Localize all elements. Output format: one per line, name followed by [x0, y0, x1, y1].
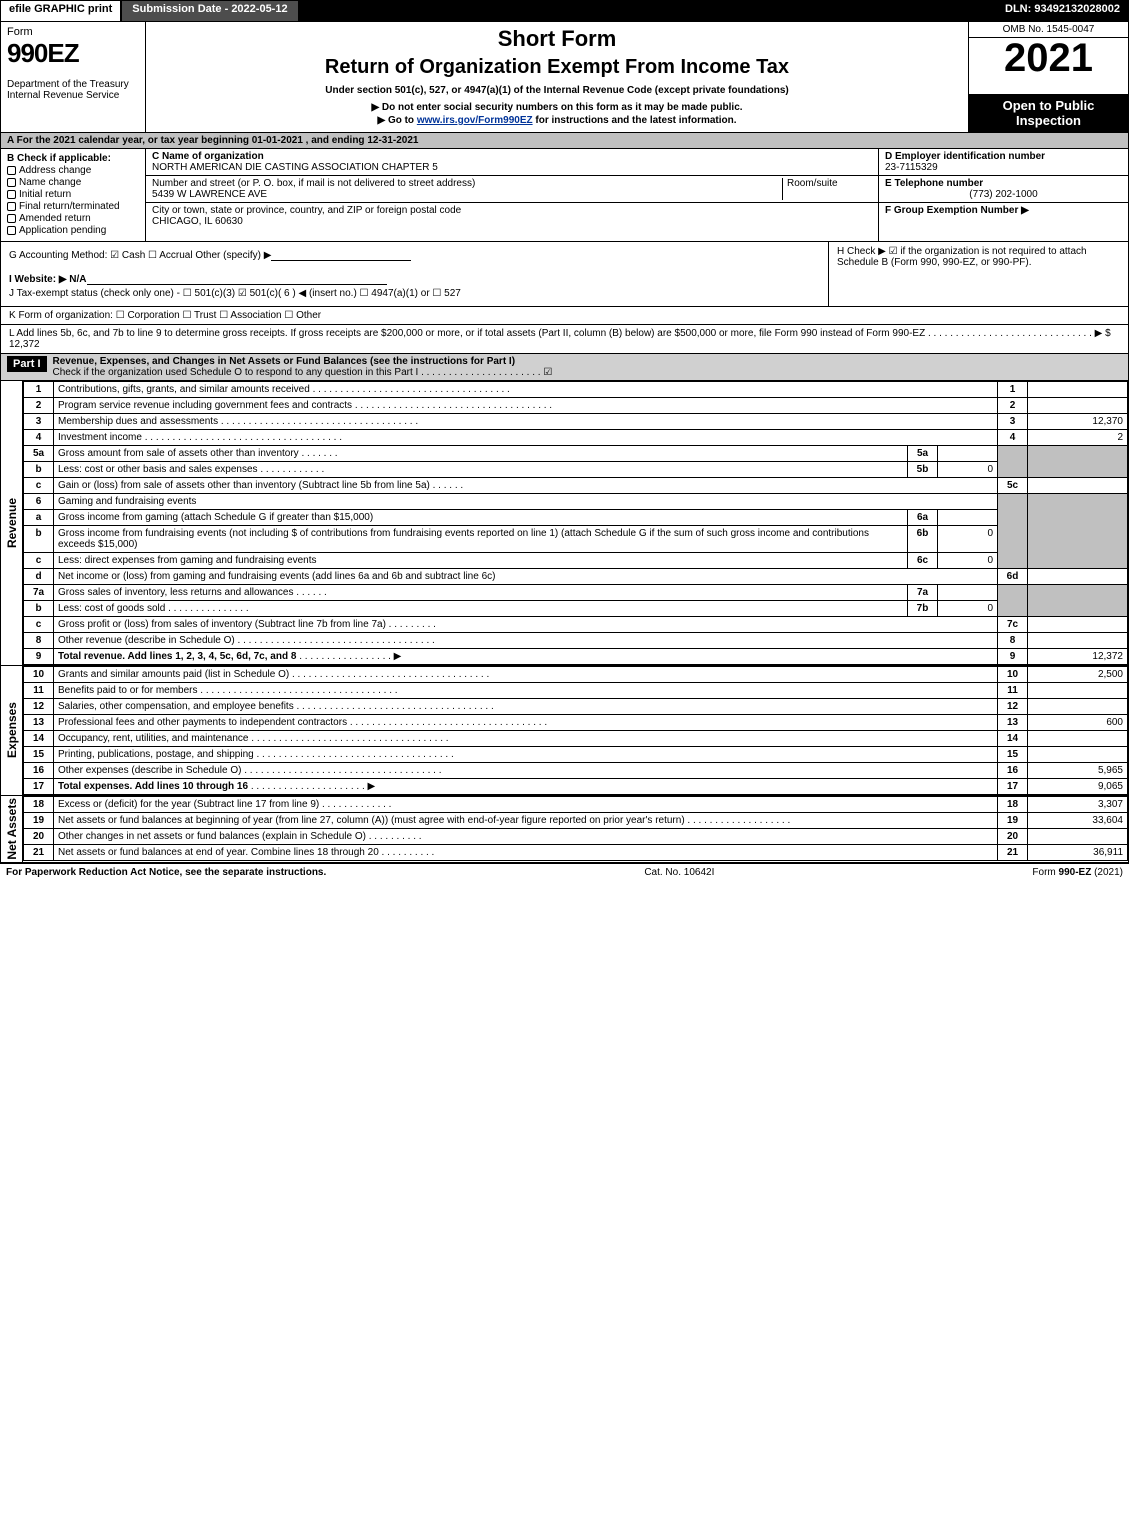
line-l: L Add lines 5b, 6c, and 7b to line 9 to …: [0, 325, 1129, 354]
revenue-side-label: Revenue: [3, 496, 21, 550]
department-label: Department of the Treasury Internal Reve…: [7, 79, 139, 101]
irs-link[interactable]: www.irs.gov/Form990EZ: [417, 115, 533, 126]
e-label: E Telephone number: [885, 178, 983, 189]
instruction-2: ▶ Go to www.irs.gov/Form990EZ for instru…: [154, 115, 960, 126]
section-c: C Name of organizationNORTH AMERICAN DIE…: [146, 149, 878, 241]
line-g: G Accounting Method: ☑ Cash ☐ Accrual Ot…: [9, 250, 271, 261]
footer-left: For Paperwork Reduction Act Notice, see …: [6, 867, 326, 878]
chk-address-change[interactable]: Address change: [7, 165, 139, 176]
part-i-title: Revenue, Expenses, and Changes in Net As…: [53, 356, 516, 367]
org-city: CHICAGO, IL 60630: [152, 216, 243, 227]
chk-application-pending[interactable]: Application pending: [7, 225, 139, 236]
subtitle: Under section 501(c), 527, or 4947(a)(1)…: [154, 85, 960, 96]
dln-label: DLN: 93492132028002: [997, 1, 1128, 21]
line-i: I Website: ▶ N/A: [9, 274, 87, 285]
form-number: 990EZ: [7, 38, 139, 69]
inspection-label: Open to Public Inspection: [969, 94, 1128, 132]
form-title: Return of Organization Exempt From Incom…: [154, 56, 960, 79]
form-header: Form 990EZ Department of the Treasury In…: [0, 22, 1129, 133]
instruction-1: ▶ Do not enter social security numbers o…: [154, 102, 960, 113]
net-assets-section: Net Assets 18Excess or (deficit) for the…: [0, 796, 1129, 863]
ein: 23-7115329: [885, 162, 938, 173]
f-label: F Group Exemption Number ▶: [885, 205, 1029, 216]
chk-name-change[interactable]: Name change: [7, 177, 139, 188]
c-addr-label: Number and street (or P. O. box, if mail…: [152, 178, 475, 189]
room-label: Room/suite: [787, 178, 838, 189]
g-h-i-j-block: G Accounting Method: ☑ Cash ☐ Accrual Ot…: [0, 242, 1129, 307]
line-k: K Form of organization: ☐ Corporation ☐ …: [0, 307, 1129, 325]
revenue-section: Revenue 1Contributions, gifts, grants, a…: [0, 381, 1129, 666]
identification-block: B Check if applicable: Address change Na…: [0, 149, 1129, 242]
footer-right: Form 990-EZ (2021): [1032, 867, 1123, 878]
tax-year: 2021: [969, 38, 1128, 94]
footer-mid: Cat. No. 10642I: [644, 867, 714, 878]
c-name-label: C Name of organization: [152, 151, 264, 162]
org-name: NORTH AMERICAN DIE CASTING ASSOCIATION C…: [152, 162, 438, 173]
efile-label[interactable]: efile GRAPHIC print: [1, 1, 122, 21]
b-label: B Check if applicable:: [7, 153, 139, 164]
expenses-table: 10Grants and similar amounts paid (list …: [23, 666, 1128, 795]
expenses-side-label: Expenses: [3, 700, 21, 760]
revenue-table: 1Contributions, gifts, grants, and simil…: [23, 381, 1128, 665]
net-assets-table: 18Excess or (deficit) for the year (Subt…: [23, 796, 1128, 861]
short-form-title: Short Form: [154, 26, 960, 52]
org-address: 5439 W LAWRENCE AVE: [152, 189, 267, 200]
line-j: J Tax-exempt status (check only one) - ☐…: [9, 288, 461, 299]
page-footer: For Paperwork Reduction Act Notice, see …: [0, 863, 1129, 881]
d-label: D Employer identification number: [885, 151, 1045, 162]
telephone: (773) 202-1000: [885, 189, 1122, 200]
form-word: Form: [7, 26, 139, 38]
section-d-e-f: D Employer identification number23-71153…: [878, 149, 1128, 241]
net-assets-side-label: Net Assets: [3, 796, 21, 862]
line-a: A For the 2021 calendar year, or tax yea…: [0, 133, 1129, 149]
chk-initial-return[interactable]: Initial return: [7, 189, 139, 200]
expenses-section: Expenses 10Grants and similar amounts pa…: [0, 666, 1129, 796]
c-city-label: City or town, state or province, country…: [152, 205, 461, 216]
chk-amended-return[interactable]: Amended return: [7, 213, 139, 224]
section-b: B Check if applicable: Address change Na…: [1, 149, 146, 241]
line-h: H Check ▶ ☑ if the organization is not r…: [837, 246, 1120, 268]
top-bar: efile GRAPHIC print Submission Date - 20…: [0, 0, 1129, 22]
submission-date: Submission Date - 2022-05-12: [122, 1, 299, 21]
part-i-bar: Part I: [7, 356, 47, 372]
part-i-header: Part I Revenue, Expenses, and Changes in…: [0, 354, 1129, 381]
part-i-check: Check if the organization used Schedule …: [53, 367, 553, 378]
chk-final-return[interactable]: Final return/terminated: [7, 201, 139, 212]
